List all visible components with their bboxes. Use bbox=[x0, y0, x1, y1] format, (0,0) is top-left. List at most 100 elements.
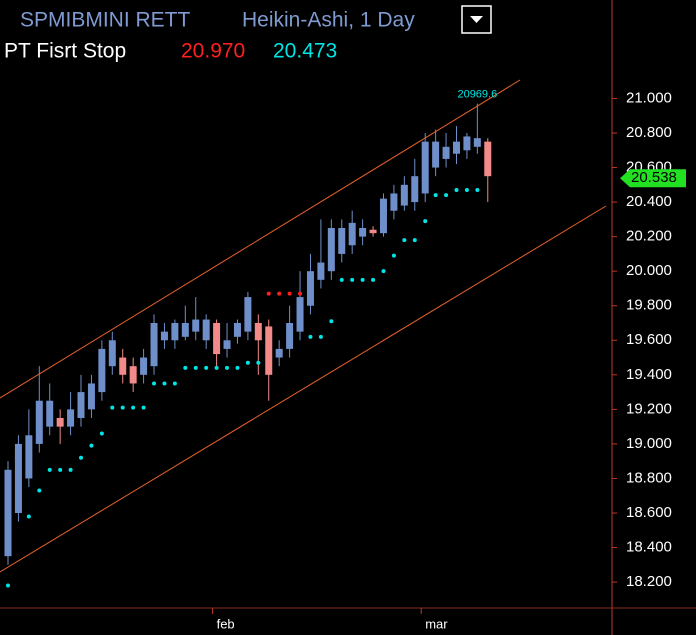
y-tick-label: 20.000 bbox=[626, 262, 672, 279]
candle-body bbox=[140, 357, 148, 375]
y-tick-label: 21.000 bbox=[626, 89, 672, 106]
stop-dot bbox=[89, 443, 94, 448]
stop-dot bbox=[277, 291, 282, 296]
stop-dot bbox=[131, 405, 136, 410]
candle-body bbox=[119, 357, 127, 375]
candle-body bbox=[171, 323, 179, 341]
stop-dot bbox=[58, 467, 63, 472]
candle-body bbox=[400, 184, 408, 206]
candle-body bbox=[463, 136, 471, 151]
y-tick-label: 18.400 bbox=[626, 539, 672, 556]
stop-dot bbox=[120, 405, 125, 410]
stop-dot bbox=[381, 269, 386, 274]
candle-body bbox=[473, 138, 481, 147]
candle-body bbox=[46, 400, 54, 427]
stop-dot bbox=[245, 360, 250, 365]
stop-dot bbox=[412, 238, 417, 243]
y-tick-label: 19.400 bbox=[626, 366, 672, 383]
stop-dot bbox=[141, 405, 146, 410]
stop-dot bbox=[172, 381, 177, 386]
stop-dot bbox=[371, 277, 376, 282]
stop-dot bbox=[454, 188, 459, 192]
candle-body bbox=[369, 229, 377, 234]
candle-body bbox=[87, 383, 95, 410]
stop-dot bbox=[193, 365, 198, 370]
stop-dot bbox=[79, 455, 84, 460]
candle-body bbox=[411, 176, 419, 203]
chart-subtitle: Heikin-Ashi, 1 Day bbox=[242, 9, 415, 32]
candle-body bbox=[254, 323, 262, 341]
y-tick-label: 20.200 bbox=[626, 228, 672, 245]
stop-dot bbox=[287, 291, 292, 296]
stop-dot bbox=[318, 334, 323, 339]
stop-dot bbox=[235, 365, 240, 370]
candle-body bbox=[338, 228, 346, 254]
stop-dot bbox=[475, 188, 480, 192]
x-tick-label: mar bbox=[425, 616, 448, 631]
stop-dot bbox=[204, 365, 209, 370]
candle-body bbox=[265, 326, 273, 375]
x-tick-label: feb bbox=[217, 616, 235, 631]
stop-dot bbox=[225, 365, 230, 370]
stop-dot bbox=[339, 277, 344, 282]
stop-dot bbox=[68, 467, 73, 472]
stop-dot bbox=[433, 193, 438, 198]
candle-body bbox=[77, 392, 85, 418]
stop-dot bbox=[110, 405, 115, 410]
stop-dot bbox=[350, 277, 355, 282]
stop-dot bbox=[26, 514, 31, 519]
candle-body bbox=[317, 262, 325, 280]
candle-body bbox=[390, 193, 398, 211]
y-tick-label: 19.600 bbox=[626, 331, 672, 348]
candle-body bbox=[181, 323, 189, 337]
dropdown-arrow[interactable] bbox=[470, 16, 483, 23]
candle-body bbox=[25, 435, 33, 479]
candle-body bbox=[233, 323, 241, 337]
stop-dot bbox=[99, 431, 104, 436]
channel-lower bbox=[0, 205, 607, 573]
candle-body bbox=[244, 297, 252, 332]
y-tick-label: 19.800 bbox=[626, 297, 672, 314]
candle-body bbox=[150, 323, 158, 367]
y-tick-label: 18.800 bbox=[626, 469, 672, 486]
stop-dot bbox=[47, 467, 52, 472]
stop-dot bbox=[444, 193, 449, 198]
stop-dot bbox=[256, 360, 261, 365]
candle-body bbox=[192, 319, 200, 332]
candle-body bbox=[67, 409, 75, 427]
stop-dot bbox=[37, 488, 42, 493]
y-tick-label: 18.600 bbox=[626, 504, 672, 521]
stop-dot bbox=[308, 334, 313, 339]
candle-body bbox=[129, 366, 137, 384]
stop-dot bbox=[298, 291, 303, 296]
candle-body bbox=[160, 331, 168, 341]
stop-dot bbox=[152, 381, 157, 386]
chart-title: SPMIBMINI RETT bbox=[20, 9, 191, 32]
stop-dot bbox=[391, 253, 396, 258]
candle-body bbox=[275, 348, 283, 358]
stop-dot bbox=[464, 188, 469, 192]
price-tag-label: 20.538 bbox=[631, 169, 677, 186]
y-tick-label: 19.200 bbox=[626, 400, 672, 417]
indicator-value: 20.970 bbox=[181, 40, 245, 63]
stop-dot bbox=[183, 365, 188, 370]
stop-dot bbox=[360, 277, 365, 282]
candle-body bbox=[296, 297, 304, 332]
stop-dot bbox=[6, 583, 10, 588]
candle-body bbox=[4, 469, 12, 557]
candle-body bbox=[432, 141, 440, 168]
dropdown[interactable] bbox=[461, 5, 492, 34]
candle-body bbox=[56, 418, 64, 427]
candle-body bbox=[442, 146, 450, 159]
candle-body bbox=[108, 340, 116, 367]
candle-body bbox=[452, 141, 460, 154]
candle-body bbox=[286, 323, 294, 349]
candle-body bbox=[348, 222, 356, 246]
stop-dot bbox=[266, 291, 271, 296]
candle-body bbox=[421, 141, 429, 194]
y-tick-label: 20.800 bbox=[626, 124, 672, 141]
stop-dot bbox=[402, 238, 407, 243]
